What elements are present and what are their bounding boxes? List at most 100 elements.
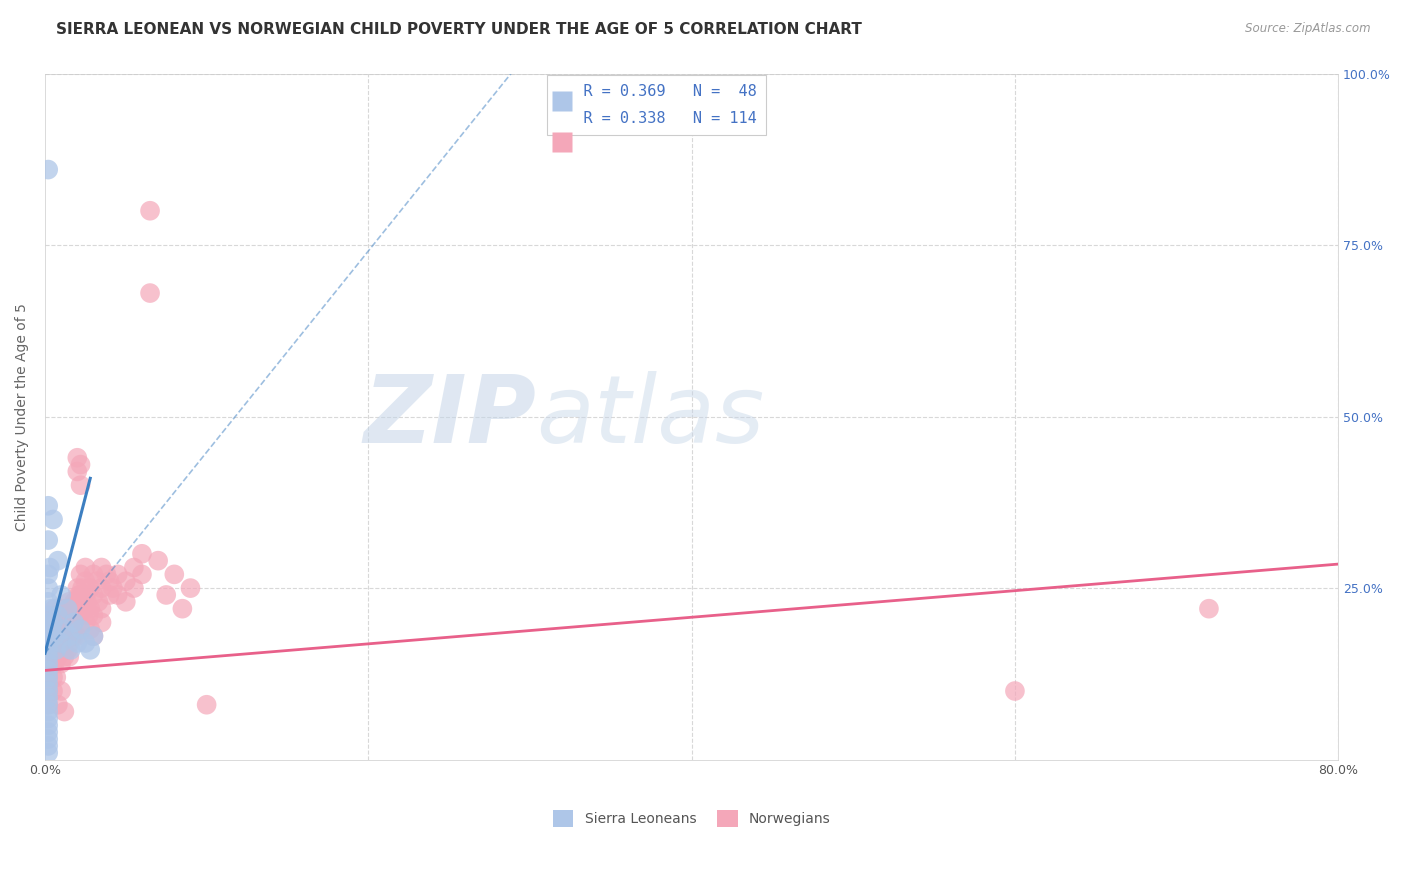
Legend: Sierra Leoneans, Norwegians: Sierra Leoneans, Norwegians — [547, 805, 837, 832]
Text: R = 0.369   N =  48
   R = 0.338   N = 114: R = 0.369 N = 48 R = 0.338 N = 114 — [555, 84, 756, 126]
Point — [42, 684, 65, 698]
Point — [49, 684, 72, 698]
Point — [58, 608, 80, 623]
Point — [90, 601, 112, 615]
Point — [37, 649, 59, 664]
Point — [87, 595, 110, 609]
Point — [65, 601, 87, 615]
Point — [82, 608, 104, 623]
Point — [44, 601, 66, 615]
Point — [56, 643, 79, 657]
Point — [139, 286, 162, 301]
Point — [79, 643, 101, 657]
Point — [79, 601, 101, 615]
Point — [42, 615, 65, 630]
Point — [42, 670, 65, 684]
Point — [37, 684, 59, 698]
Point — [1004, 684, 1026, 698]
Point — [69, 458, 91, 472]
Point — [69, 567, 91, 582]
Point — [66, 450, 89, 465]
Point — [38, 636, 60, 650]
Text: Source: ZipAtlas.com: Source: ZipAtlas.com — [1246, 22, 1371, 36]
Point — [70, 581, 93, 595]
Point — [37, 657, 59, 671]
Point — [90, 560, 112, 574]
Point — [63, 629, 86, 643]
Point — [37, 629, 59, 643]
Point — [37, 705, 59, 719]
Point — [114, 574, 136, 589]
Point — [37, 162, 59, 177]
Point — [90, 581, 112, 595]
Point — [53, 608, 76, 623]
Point — [37, 746, 59, 760]
Point — [69, 478, 91, 492]
Point — [37, 643, 59, 657]
Point — [107, 588, 129, 602]
Point — [37, 629, 59, 643]
Point — [42, 512, 65, 526]
Point — [37, 581, 59, 595]
Point — [46, 636, 69, 650]
Point — [195, 698, 218, 712]
Point — [82, 567, 104, 582]
Point — [49, 588, 72, 602]
Y-axis label: Child Poverty Under the Age of 5: Child Poverty Under the Age of 5 — [15, 302, 30, 531]
Point — [66, 581, 89, 595]
Point — [53, 705, 76, 719]
Point — [98, 574, 121, 589]
Point — [122, 560, 145, 574]
Point — [38, 560, 60, 574]
Point — [59, 643, 82, 657]
Point — [56, 601, 79, 615]
Point — [37, 739, 59, 753]
Point — [139, 203, 162, 218]
Point — [55, 601, 77, 615]
Point — [37, 615, 59, 630]
Point — [82, 588, 104, 602]
Point — [101, 581, 124, 595]
Point — [41, 622, 63, 636]
Point — [46, 649, 69, 664]
Point — [37, 718, 59, 732]
Point — [67, 588, 90, 602]
Point — [53, 622, 76, 636]
Point — [79, 622, 101, 636]
Point — [66, 629, 89, 643]
Point — [45, 643, 67, 657]
Point — [37, 643, 59, 657]
Point — [41, 622, 63, 636]
Point — [49, 615, 72, 630]
Point — [58, 622, 80, 636]
Point — [37, 684, 59, 698]
Point — [69, 622, 91, 636]
Point — [63, 615, 86, 630]
Point — [58, 649, 80, 664]
Point — [37, 698, 59, 712]
Point — [37, 615, 59, 630]
Point — [42, 629, 65, 643]
Point — [58, 595, 80, 609]
Point — [146, 554, 169, 568]
Point — [69, 588, 91, 602]
Point — [62, 629, 84, 643]
Point — [69, 601, 91, 615]
Point — [37, 725, 59, 739]
Point — [49, 636, 72, 650]
Point — [66, 465, 89, 479]
Point — [45, 670, 67, 684]
Point — [82, 629, 104, 643]
Point — [45, 636, 67, 650]
Point — [37, 690, 59, 705]
Point — [73, 595, 96, 609]
Point — [46, 622, 69, 636]
Text: SIERRA LEONEAN VS NORWEGIAN CHILD POVERTY UNDER THE AGE OF 5 CORRELATION CHART: SIERRA LEONEAN VS NORWEGIAN CHILD POVERT… — [56, 22, 862, 37]
Point — [75, 574, 97, 589]
Point — [37, 657, 59, 671]
Point — [98, 588, 121, 602]
Point — [53, 622, 76, 636]
Point — [49, 657, 72, 671]
Point — [45, 615, 67, 630]
Point — [37, 595, 59, 609]
